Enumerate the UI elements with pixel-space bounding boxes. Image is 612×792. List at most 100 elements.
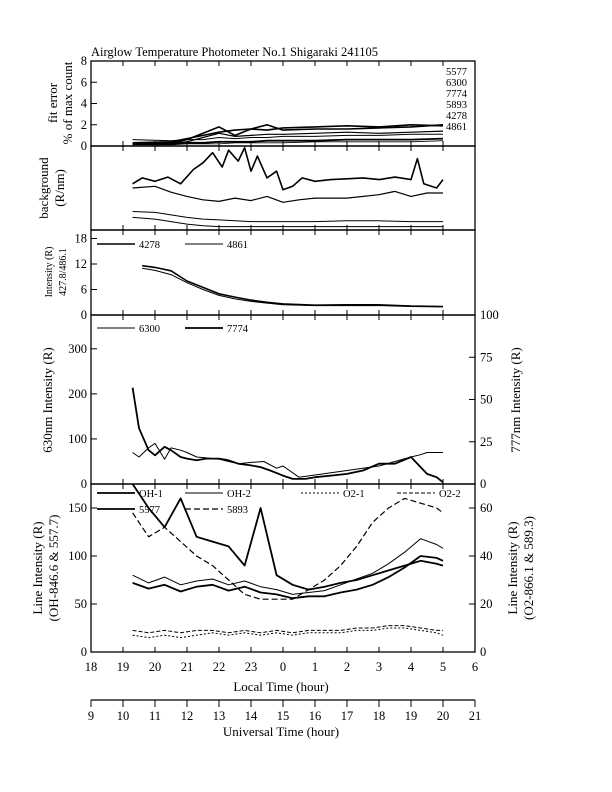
y2-tick-label-line_intensity_oh_o2: 60 bbox=[480, 501, 493, 515]
intensity-ylabel: Intensity (R) bbox=[44, 247, 55, 298]
y2-tick-label-intensity_630_777: 50 bbox=[480, 393, 493, 407]
oh-ylabel: Line Intensity (R) bbox=[30, 521, 45, 614]
intensity-ylabel-2: 427.8/486.1 bbox=[58, 248, 69, 296]
y-tick-label-intensity_630_777: 200 bbox=[68, 387, 87, 401]
y-tick-label-line_intensity_oh_o2: 0 bbox=[81, 645, 87, 659]
panel-frame-intensity_630_777 bbox=[90, 314, 476, 485]
o2-ylabel-2: (O2-866.1 & 589.3) bbox=[521, 516, 536, 620]
y2-tick-label-intensity_630_777: 25 bbox=[480, 435, 493, 449]
y2-tick-label-line_intensity_oh_o2: 0 bbox=[480, 645, 486, 659]
background-ylabel: background bbox=[36, 157, 51, 219]
y2-tick-label-line_intensity_oh_o2: 40 bbox=[480, 549, 493, 563]
y-tick-label-intensity_630_777: 0 bbox=[81, 477, 87, 491]
universal-tick-label: 9 bbox=[88, 709, 94, 723]
y-label-777: 777nm Intensity (R) bbox=[508, 347, 523, 452]
universal-tick-label: 16 bbox=[309, 709, 322, 723]
legend-label-5577: 5577 bbox=[139, 505, 160, 516]
local-tick-label: 6 bbox=[472, 660, 478, 674]
y-tick-label-intensity_4278_4861: 18 bbox=[75, 232, 88, 246]
legend-fit-7774: 7774 bbox=[446, 89, 468, 100]
background-line-bg-2 bbox=[132, 185, 443, 203]
line-OH-2 bbox=[132, 538, 444, 595]
line-OH-1 bbox=[132, 555, 444, 600]
local-tick-label: 0 bbox=[280, 660, 286, 674]
background-ylabel-2: (R/nm) bbox=[52, 169, 67, 207]
legend-label-O2-2: O2-2 bbox=[439, 489, 461, 500]
y-tick-label-fit_error: 4 bbox=[81, 97, 88, 111]
universal-tick-label: 13 bbox=[213, 709, 226, 723]
y-tick-label-fit_error: 0 bbox=[81, 139, 87, 153]
y-tick-label-intensity_4278_4861: 6 bbox=[81, 283, 87, 297]
y-tick-label-fit_error: 2 bbox=[81, 118, 87, 132]
line-4278 bbox=[142, 264, 444, 308]
y-label-630: 630nm Intensity (R) bbox=[40, 347, 55, 452]
series-layer bbox=[131, 124, 444, 639]
legend-fit-5893: 5893 bbox=[446, 100, 467, 111]
axes: 18 19 20 21 22 23 0 1 2 3 4 5 69 10 11 12 13 14 15 16 17 18 19… bbox=[30, 54, 536, 723]
legend-label-5893: 5893 bbox=[227, 505, 248, 516]
legend-label-O2-1: O2-1 bbox=[343, 489, 365, 500]
legend-label-4861: 4861 bbox=[227, 240, 248, 251]
fit-error-line-7774 bbox=[132, 130, 444, 145]
universal-tick-label: 20 bbox=[437, 709, 450, 723]
line-O2-1 bbox=[132, 627, 444, 639]
o2-ylabel: Line Intensity (R) bbox=[505, 521, 520, 614]
fit-error-line-4861 bbox=[132, 140, 444, 146]
legend-label-6300: 6300 bbox=[139, 324, 160, 335]
local-tick-label: 4 bbox=[408, 660, 415, 674]
universal-tick-label: 18 bbox=[373, 709, 386, 723]
universal-tick-label: 14 bbox=[245, 709, 258, 723]
legend-fit-6300: 6300 bbox=[446, 78, 467, 89]
local-tick-label: 18 bbox=[85, 660, 98, 674]
legend-label-OH-1: OH-1 bbox=[139, 489, 163, 500]
y-tick-label-line_intensity_oh_o2: 50 bbox=[75, 597, 88, 611]
y2-tick-label-intensity_630_777: 0 bbox=[480, 477, 486, 491]
y2-tick-label-intensity_630_777: 100 bbox=[480, 308, 499, 322]
y2-tick-label-intensity_630_777: 75 bbox=[480, 350, 493, 364]
local-tick-label: 2 bbox=[344, 660, 350, 674]
fit-error-ylabel-2: % of max count bbox=[60, 61, 75, 144]
local-tick-label: 23 bbox=[245, 660, 258, 674]
universal-tick-label: 17 bbox=[341, 709, 354, 723]
local-tick-label: 20 bbox=[149, 660, 162, 674]
y2-tick-label-line_intensity_oh_o2: 20 bbox=[480, 597, 493, 611]
chart-title: Airglow Temperature Photometer No.1 Shig… bbox=[91, 45, 378, 59]
y-tick-label-intensity_630_777: 300 bbox=[68, 342, 87, 356]
line-5577 bbox=[131, 483, 444, 591]
universal-tick-label: 21 bbox=[469, 709, 482, 723]
line-7774 bbox=[131, 387, 444, 484]
legend-label-4278: 4278 bbox=[139, 240, 160, 251]
legend-fit-4278: 4278 bbox=[446, 111, 467, 122]
fit-error-line-4278 bbox=[132, 137, 444, 145]
fit-error-line-6300 bbox=[132, 124, 444, 145]
universal-tick-label: 15 bbox=[277, 709, 290, 723]
panel-frame-fit_error bbox=[90, 60, 476, 147]
universal-tick-label: 19 bbox=[405, 709, 418, 723]
fit-error-line-5893 bbox=[132, 133, 443, 142]
local-tick-label: 3 bbox=[376, 660, 382, 674]
line-5893 bbox=[132, 497, 444, 600]
local-tick-label: 5 bbox=[440, 660, 446, 674]
legend-fit-4861: 4861 bbox=[446, 122, 467, 133]
line-6300 bbox=[132, 442, 443, 478]
universal-time-label: Universal Time (hour) bbox=[223, 724, 339, 739]
y-tick-label-intensity_4278_4861: 0 bbox=[81, 308, 87, 322]
local-tick-label: 22 bbox=[213, 660, 226, 674]
y-tick-label-intensity_4278_4861: 12 bbox=[75, 257, 88, 271]
y-tick-label-fit_error: 6 bbox=[81, 75, 87, 89]
line-4861 bbox=[142, 267, 444, 308]
legend-fit-5577: 5577 bbox=[446, 67, 467, 78]
y-tick-label-fit_error: 8 bbox=[81, 54, 87, 68]
line-O2-2 bbox=[132, 625, 443, 634]
y-tick-label-line_intensity_oh_o2: 150 bbox=[68, 501, 87, 515]
background-line-bg-4 bbox=[132, 216, 443, 228]
y-tick-label-line_intensity_oh_o2: 100 bbox=[68, 549, 87, 563]
oh-ylabel-2: (OH-846.6 & 557.7) bbox=[46, 515, 61, 622]
local-tick-label: 19 bbox=[117, 660, 130, 674]
fit-error-ylabel: fit error bbox=[45, 82, 60, 123]
background-line-bg-3 bbox=[132, 211, 443, 223]
local-time-label: Local Time (hour) bbox=[233, 679, 328, 694]
local-tick-label: 1 bbox=[312, 660, 318, 674]
